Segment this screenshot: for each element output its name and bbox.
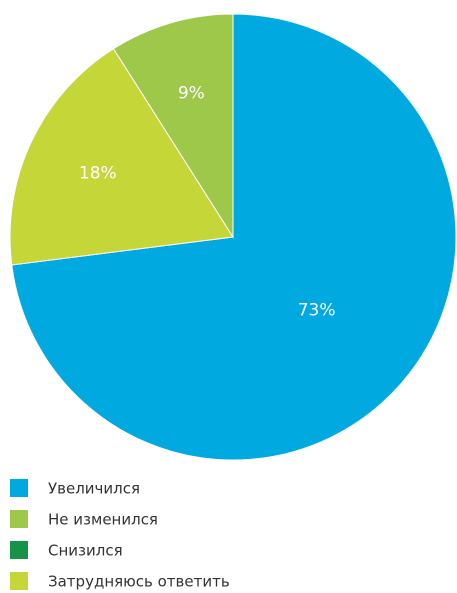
legend-swatch: [10, 510, 28, 528]
slice-label: 18%: [79, 163, 117, 183]
pie-slice: [112, 13, 234, 239]
slice-label: 73%: [298, 301, 336, 321]
legend-swatch: [10, 572, 28, 590]
legend-label: Затрудняюсь ответить: [48, 573, 230, 591]
legend-swatch: [10, 479, 28, 497]
pie-slice: [9, 48, 234, 266]
legend-label: Не изменился: [48, 511, 158, 529]
legend-swatch: [10, 541, 28, 559]
legend-label: Снизился: [48, 542, 123, 560]
pie-slice: [11, 13, 457, 461]
legend-label: Увеличился: [48, 480, 140, 498]
slice-label: 9%: [178, 84, 205, 104]
